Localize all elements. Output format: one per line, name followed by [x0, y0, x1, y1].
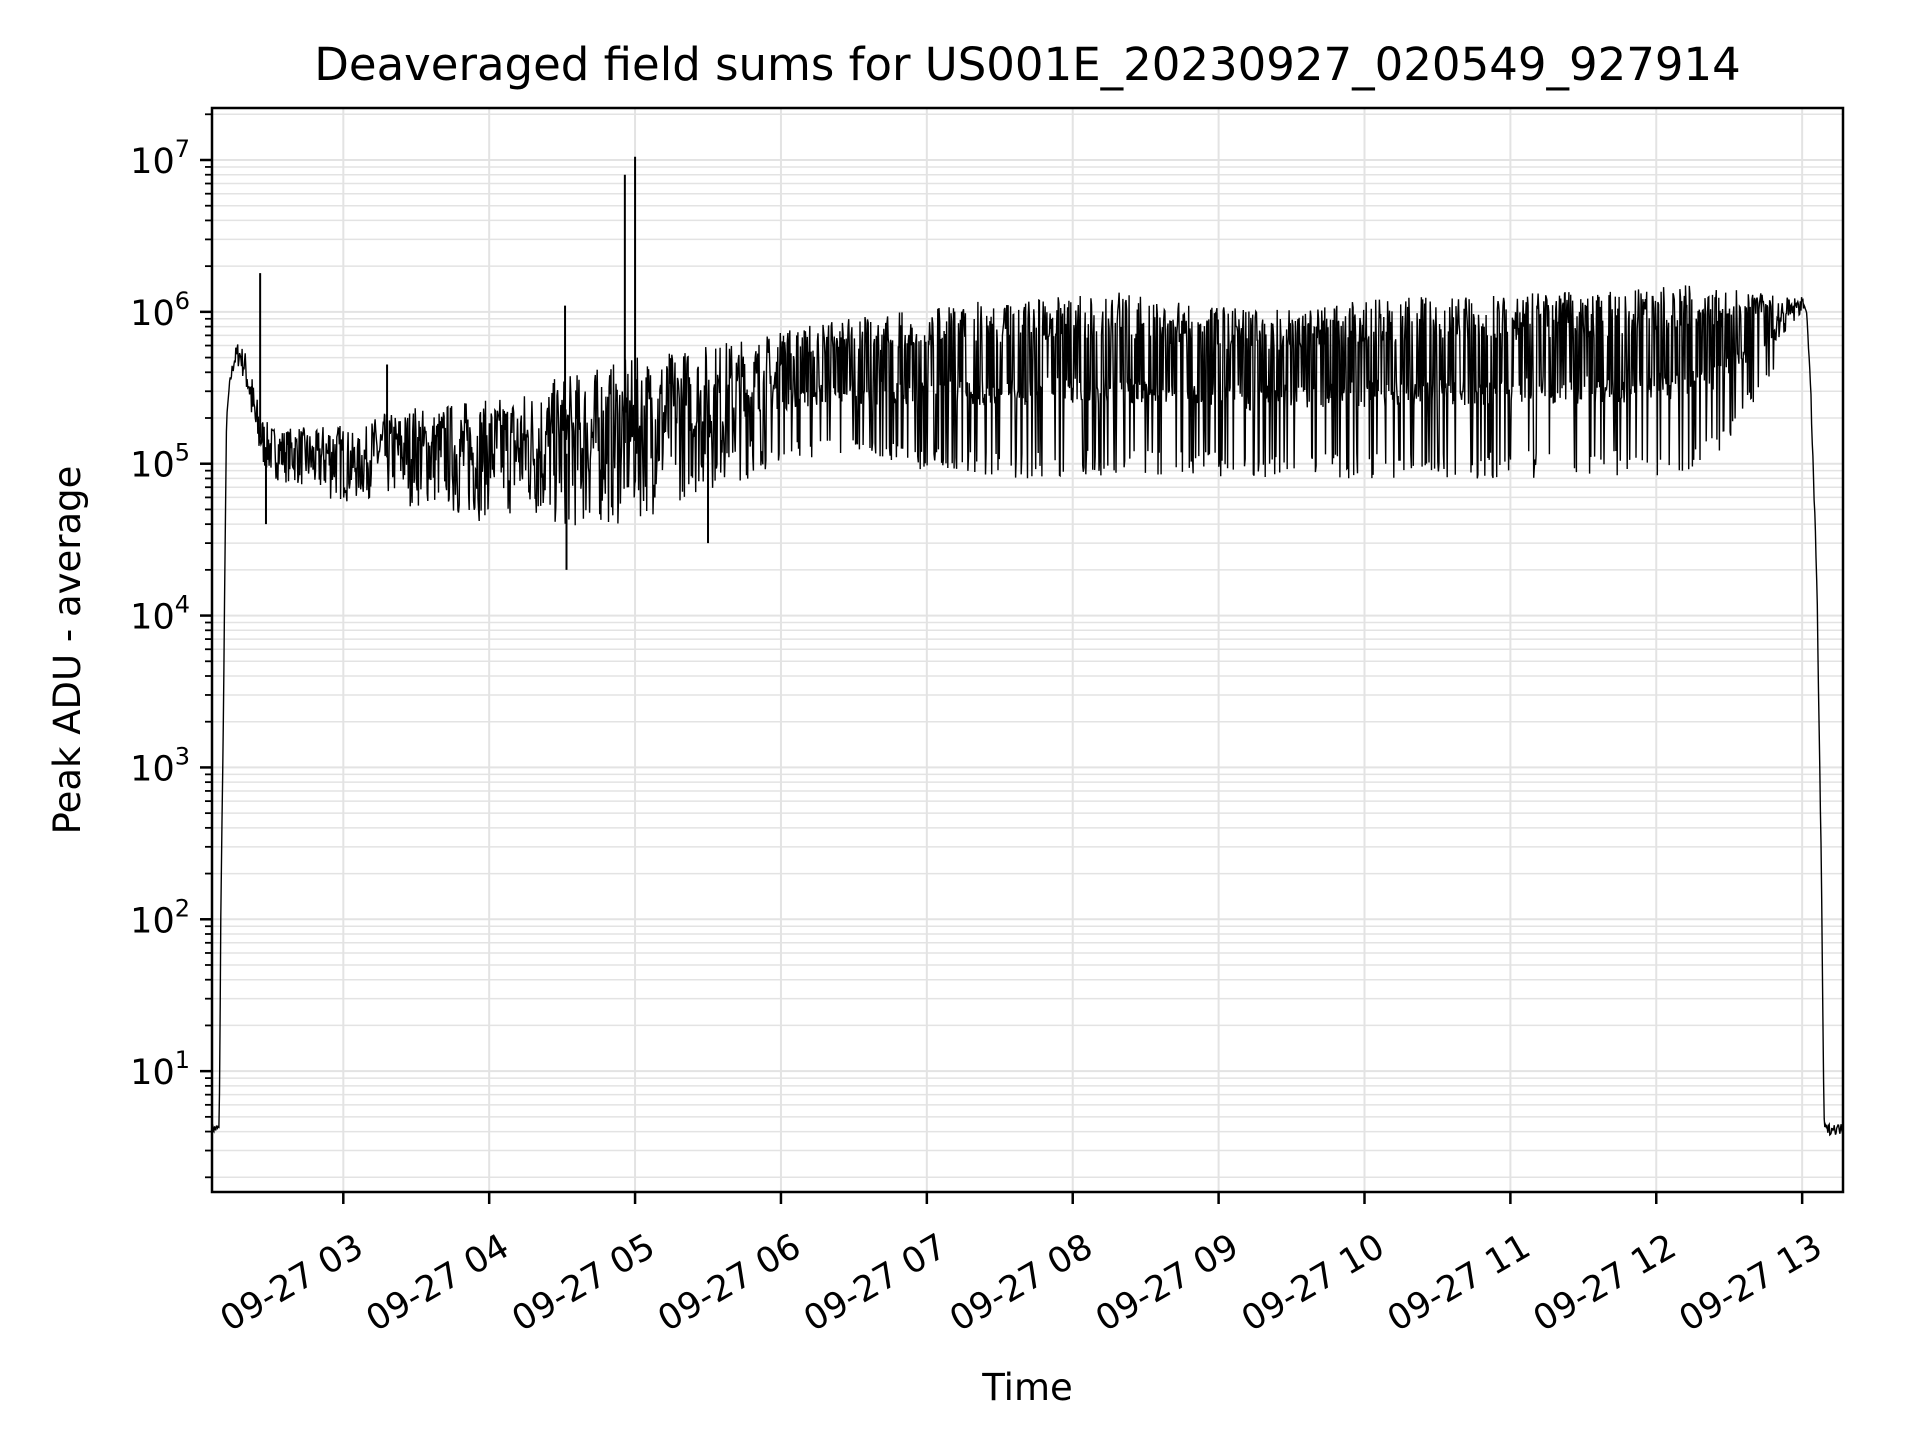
y-tick-label: 103: [130, 742, 190, 789]
y-tick-label: 106: [130, 287, 190, 334]
series-line: [212, 285, 1843, 1137]
y-tick-label: 105: [130, 439, 190, 486]
y-tick-label: 104: [130, 591, 190, 638]
y-tick-label: 101: [130, 1046, 190, 1093]
y-tick-label: 107: [130, 135, 190, 182]
plot-area: [212, 156, 1843, 1137]
grid: [212, 108, 1843, 1192]
y-tick-label: 102: [130, 894, 190, 941]
y-axis-title: Peak ADU - average: [46, 466, 89, 835]
chart-title: Deaveraged field sums for US001E_2023092…: [314, 38, 1741, 91]
x-axis-title: Time: [981, 1366, 1073, 1409]
